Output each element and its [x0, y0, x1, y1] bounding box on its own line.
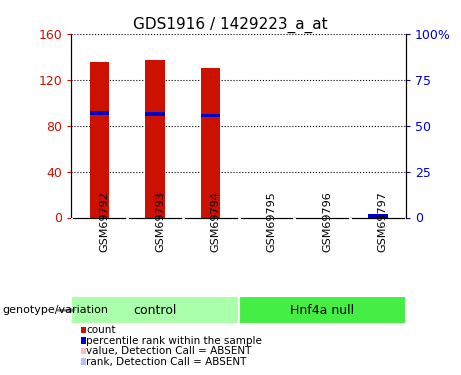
Bar: [145, 112, 165, 116]
Text: rank, Detection Call = ABSENT: rank, Detection Call = ABSENT: [87, 357, 247, 366]
Text: GSM69795: GSM69795: [266, 191, 277, 252]
Bar: [89, 63, 109, 217]
Bar: [201, 114, 220, 117]
Text: count: count: [87, 325, 116, 335]
Text: GDS1916 / 1429223_a_at: GDS1916 / 1429223_a_at: [133, 17, 328, 33]
Text: GSM69794: GSM69794: [211, 191, 221, 252]
Text: GSM69793: GSM69793: [155, 191, 165, 252]
Text: GSM69797: GSM69797: [378, 191, 388, 252]
Bar: [238, 296, 406, 324]
Bar: [71, 296, 239, 324]
Bar: [201, 68, 220, 218]
Bar: [89, 111, 109, 115]
Text: Hnf4a null: Hnf4a null: [290, 304, 354, 317]
Text: GSM69796: GSM69796: [322, 191, 332, 252]
Text: control: control: [133, 304, 177, 317]
Text: genotype/variation: genotype/variation: [2, 305, 108, 315]
Bar: [145, 60, 165, 217]
Bar: [368, 214, 388, 217]
Text: value, Detection Call = ABSENT: value, Detection Call = ABSENT: [87, 346, 252, 356]
Text: GSM69792: GSM69792: [99, 191, 109, 252]
Text: percentile rank within the sample: percentile rank within the sample: [87, 336, 262, 345]
